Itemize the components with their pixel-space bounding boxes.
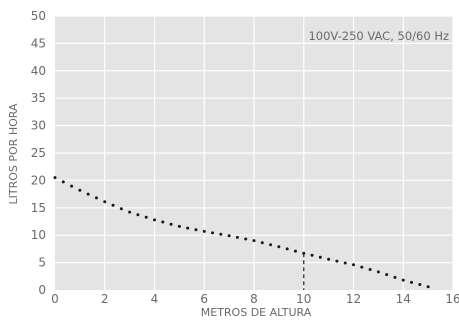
series-dot bbox=[61, 180, 65, 184]
data-point bbox=[302, 251, 306, 255]
series-dot bbox=[235, 235, 239, 239]
series-dot bbox=[219, 232, 223, 236]
x-tick-label: 2 bbox=[101, 292, 109, 306]
data-point bbox=[202, 229, 206, 233]
y-tick-label: 40 bbox=[31, 64, 46, 78]
data-point bbox=[227, 234, 231, 238]
series-dot bbox=[335, 259, 339, 263]
series-dot bbox=[86, 192, 90, 196]
y-tick-label: 20 bbox=[31, 173, 46, 187]
y-tick-label: 45 bbox=[31, 36, 46, 50]
x-tick-label: 0 bbox=[51, 292, 59, 306]
series-dot bbox=[111, 203, 115, 207]
series-dot bbox=[194, 228, 198, 232]
series-dot bbox=[260, 241, 264, 245]
series-dot bbox=[186, 226, 190, 230]
series-dot bbox=[269, 243, 273, 247]
series-dot bbox=[393, 275, 397, 279]
x-tick-label: 14 bbox=[396, 292, 411, 306]
series-dot bbox=[119, 207, 123, 211]
series-dot bbox=[360, 265, 364, 269]
series-dot bbox=[310, 253, 314, 257]
data-point bbox=[53, 176, 57, 180]
series-points bbox=[53, 176, 430, 289]
y-tick-label: 5 bbox=[38, 256, 46, 270]
series-dot bbox=[410, 280, 414, 284]
data-point bbox=[153, 218, 156, 222]
series-dot bbox=[244, 237, 248, 241]
series-dot bbox=[318, 255, 322, 259]
y-tick-label: 50 bbox=[31, 9, 46, 23]
data-point bbox=[426, 285, 430, 289]
data-point bbox=[277, 245, 281, 249]
series-dot bbox=[136, 213, 140, 217]
y-axis-ticks: 0 5 10 15 20 25 30 35 40 45 50 bbox=[31, 9, 46, 297]
data-point bbox=[78, 188, 82, 192]
series-dot bbox=[161, 220, 165, 224]
data-point bbox=[177, 224, 181, 228]
y-axis-title: LITROS POR HORA bbox=[7, 103, 20, 204]
series-dot bbox=[70, 184, 74, 188]
x-tick-label: 10 bbox=[296, 292, 311, 306]
y-tick-label: 25 bbox=[31, 146, 46, 160]
data-point bbox=[401, 278, 405, 282]
series-dot bbox=[385, 273, 389, 277]
x-tick-label: 8 bbox=[250, 292, 258, 306]
x-tick-label: 16 bbox=[445, 292, 459, 306]
data-point bbox=[376, 270, 380, 274]
y-tick-label: 15 bbox=[31, 201, 46, 215]
x-tick-label: 6 bbox=[200, 292, 208, 306]
series-dot bbox=[94, 196, 98, 200]
x-tick-label: 12 bbox=[346, 292, 361, 306]
data-point bbox=[352, 263, 355, 267]
data-point bbox=[252, 239, 256, 243]
y-tick-label: 30 bbox=[31, 119, 46, 133]
grid bbox=[55, 15, 454, 290]
data-point bbox=[103, 200, 107, 204]
y-tick-label: 35 bbox=[31, 91, 46, 105]
data-point bbox=[327, 257, 331, 261]
x-axis-ticks: 0 2 4 6 8 10 12 14 16 bbox=[51, 292, 459, 306]
series-dot bbox=[343, 261, 347, 265]
x-axis-title: METROS DE ALTURA bbox=[201, 306, 312, 319]
series-dot bbox=[211, 231, 215, 235]
series-dot bbox=[368, 268, 372, 272]
series-dot bbox=[144, 215, 148, 219]
series-dot bbox=[293, 249, 297, 253]
series-dot bbox=[285, 247, 289, 251]
data-point bbox=[128, 210, 132, 214]
series-dot bbox=[169, 222, 173, 226]
y-tick-label: 0 bbox=[38, 283, 46, 297]
y-tick-label: 10 bbox=[31, 228, 46, 242]
x-tick-label: 4 bbox=[151, 292, 159, 306]
series-dot bbox=[418, 283, 422, 287]
annotation-label: 100V-250 VAC, 50/60 Hz bbox=[308, 29, 449, 43]
